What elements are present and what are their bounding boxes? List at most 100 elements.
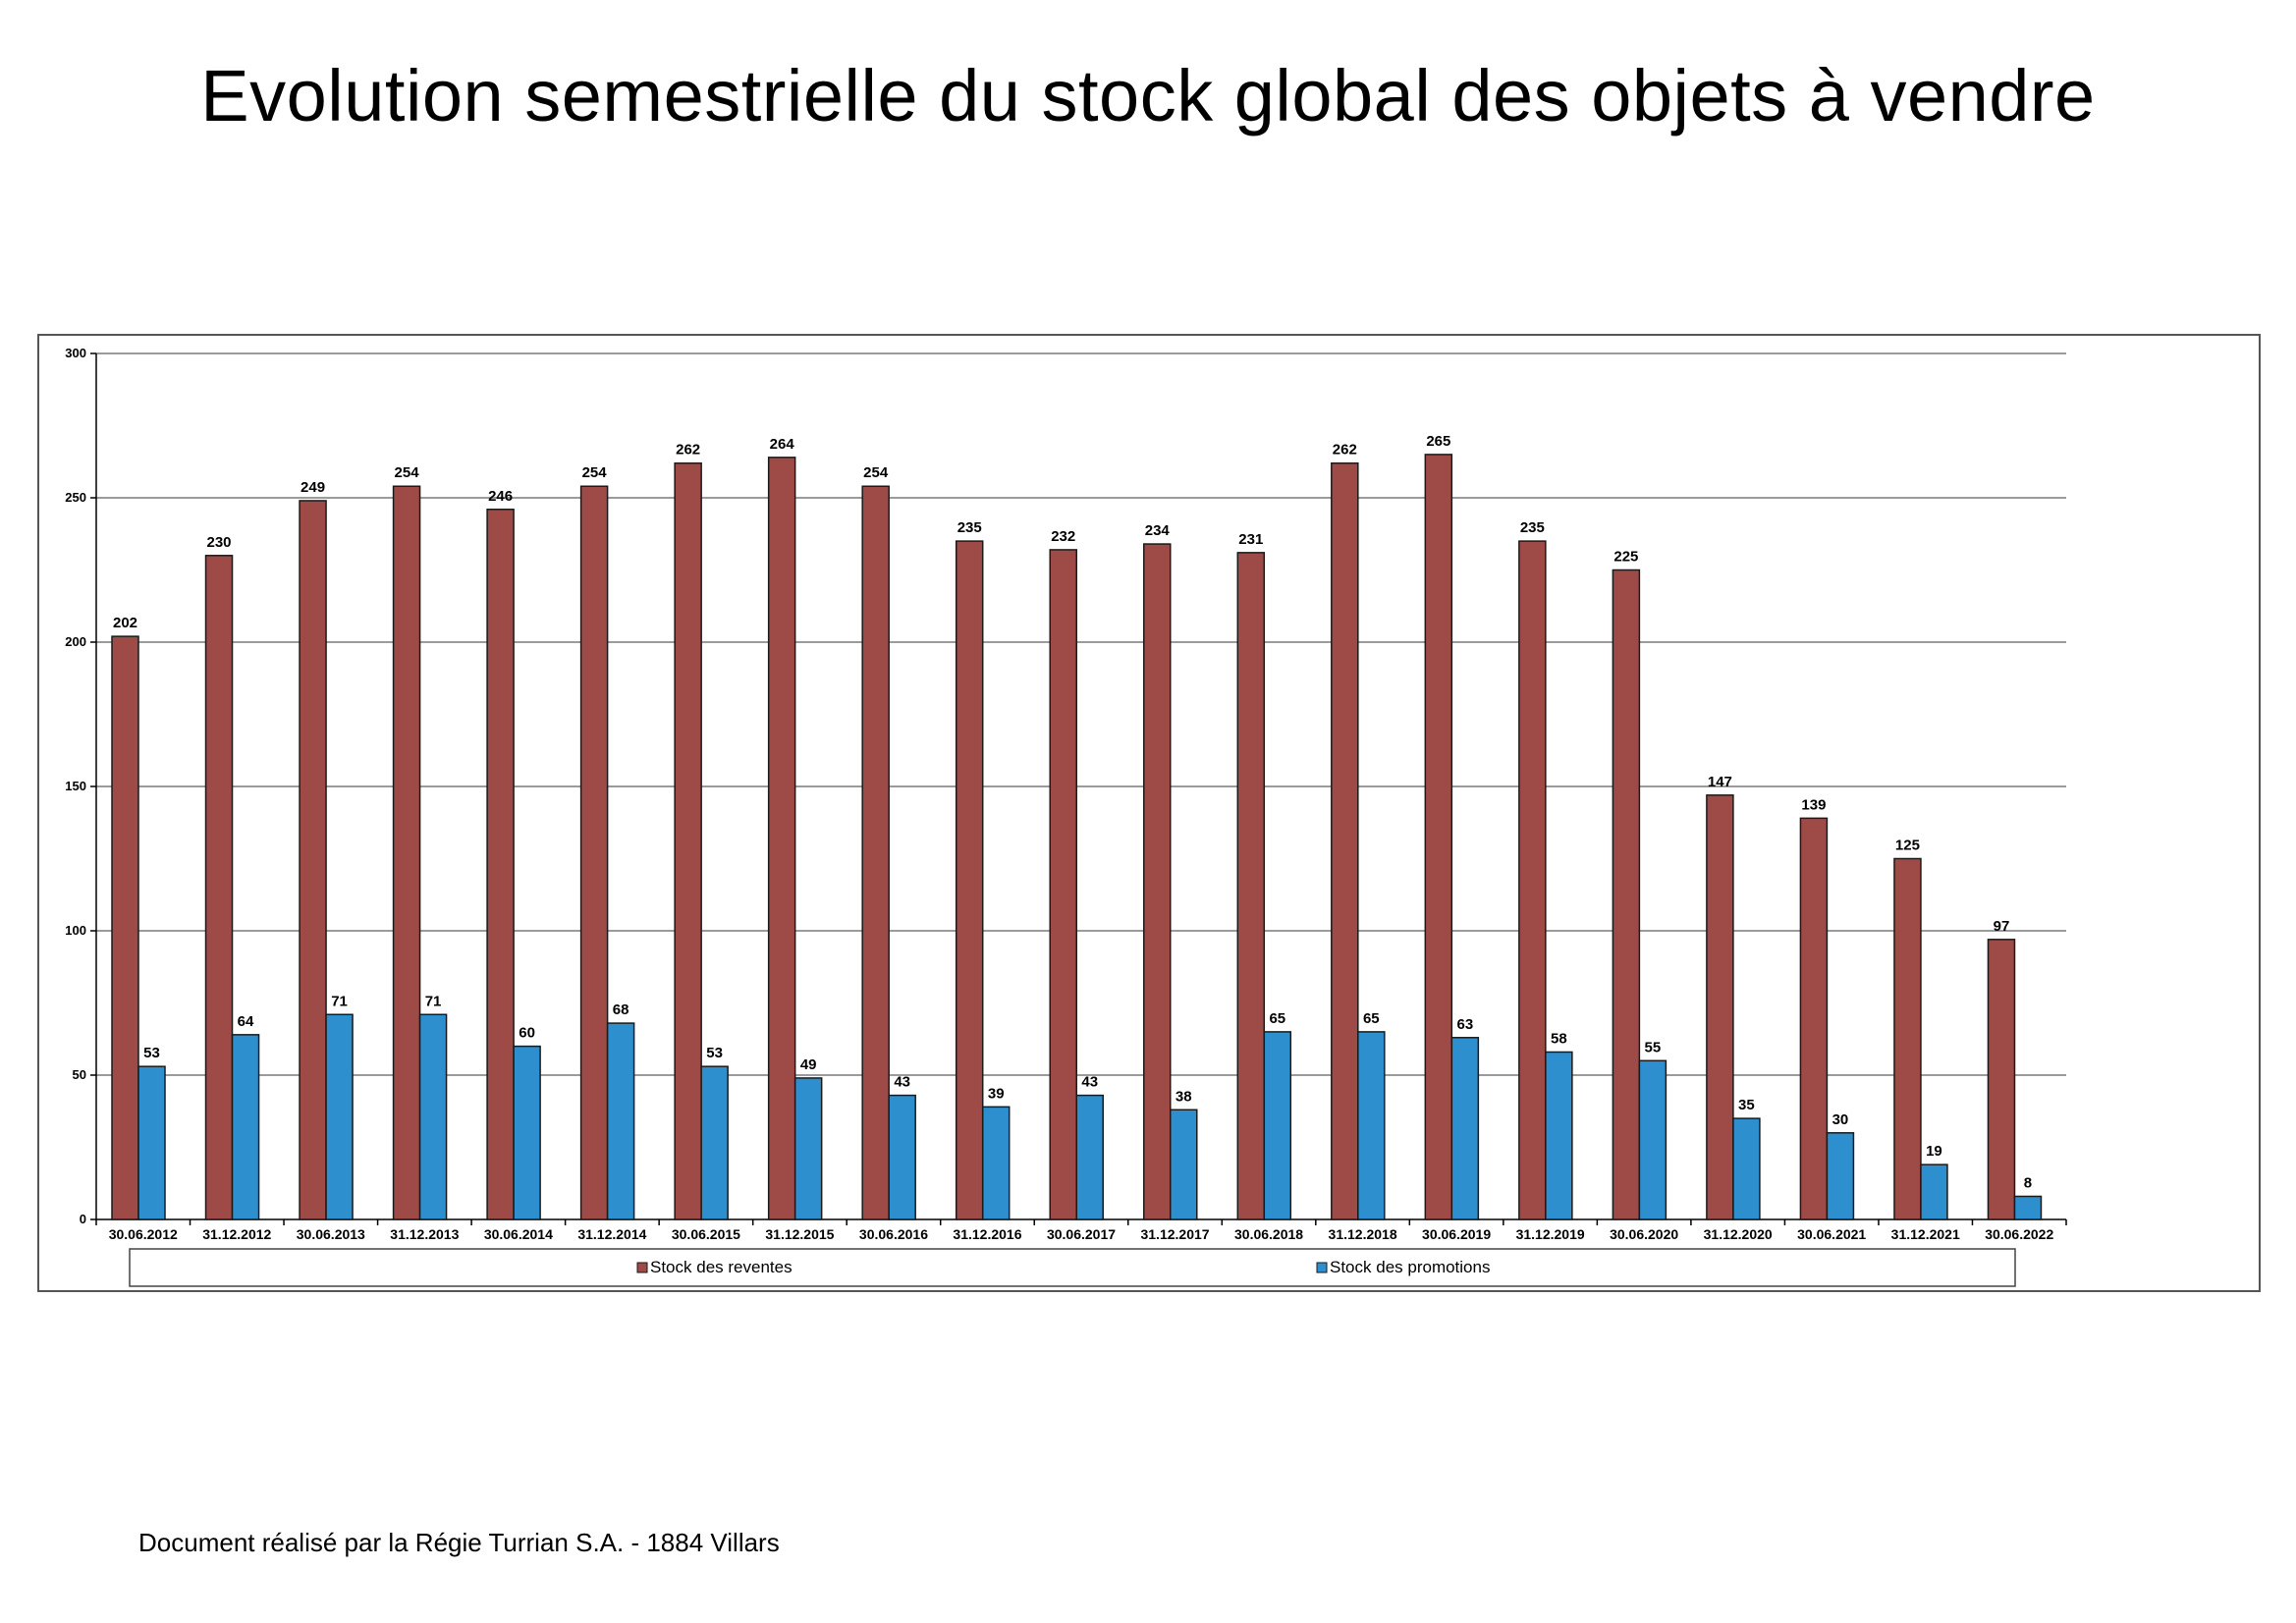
x-tick-label: 31.12.2017 [1140,1226,1209,1242]
x-tick-label: 31.12.2018 [1329,1226,1397,1242]
bar-promotions [1450,1037,1480,1220]
x-tick-label: 31.12.2021 [1891,1226,1960,1242]
data-label: 68 [613,1001,629,1018]
data-label: 64 [238,1013,254,1030]
data-label: 254 [863,464,889,481]
data-label: 65 [1363,1010,1380,1027]
data-label: 235 [1520,519,1545,536]
chart-frame: 0 50 100 150 200 250 300 30.06.2012 31.12.2012 30… [37,334,2261,1292]
data-label: 231 [1238,531,1263,548]
legend-swatch-promotions [1316,1262,1328,1273]
data-label: 234 [1145,522,1171,539]
data-label: 53 [143,1045,160,1061]
y-tick-label: 250 [65,490,86,505]
y-tick-label: 100 [65,923,86,938]
y-tick-label: 0 [80,1212,86,1226]
x-tick-label: 31.12.2012 [202,1226,271,1242]
data-label: 35 [1738,1097,1755,1113]
data-label: 232 [1051,528,1075,545]
data-label: 235 [957,519,982,536]
x-tick-label: 30.06.2017 [1047,1226,1116,1242]
x-tick-label: 30.06.2014 [484,1226,553,1242]
x-tick-label: 30.06.2020 [1610,1226,1678,1242]
bar-promotions [1075,1094,1104,1220]
legend-label: Stock des promotions [1330,1258,1490,1276]
bar-promotions [513,1045,541,1220]
data-label: 265 [1426,433,1450,450]
bar-reventes [204,555,234,1220]
bar-reventes [674,461,702,1220]
data-label: 39 [988,1085,1005,1102]
data-label: 147 [1708,774,1732,790]
bar-promotions [606,1022,635,1220]
bar-reventes [1612,568,1641,1220]
footer-note: Document réalisé par la Régie Turrian S.… [138,1528,780,1557]
bar-reventes [1331,461,1359,1220]
x-tick-label: 31.12.2019 [1516,1226,1585,1242]
data-label: 63 [1456,1016,1473,1033]
bar-reventes [299,500,327,1220]
data-label: 38 [1175,1088,1192,1105]
bar-reventes [767,457,796,1220]
bar-promotions [2013,1195,2043,1220]
data-label: 8 [2024,1174,2032,1191]
bar-promotions [325,1013,354,1220]
data-label: 246 [488,488,513,505]
bar-reventes [1893,857,1922,1220]
data-label: 225 [1613,549,1638,566]
bar-reventes [1987,939,2016,1220]
x-tick-label: 30.06.2012 [109,1226,178,1242]
bar-promotions [1638,1059,1667,1220]
x-tick-label: 31.12.2020 [1704,1226,1773,1242]
data-label: 65 [1269,1010,1285,1027]
data-label: 262 [1333,442,1357,459]
data-label: 58 [1551,1030,1567,1047]
bar-promotions [1357,1031,1386,1220]
bar-reventes [1236,552,1266,1220]
x-tick-label: 31.12.2014 [577,1226,646,1242]
data-label: 49 [800,1056,817,1073]
data-label: 264 [770,436,795,453]
legend-swatch-reventes [636,1262,648,1273]
x-tick-label: 31.12.2015 [765,1226,834,1242]
x-tick-label: 30.06.2022 [1985,1226,2053,1242]
data-label: 139 [1801,796,1826,813]
data-label: 55 [1645,1039,1662,1055]
bar-promotions [793,1077,823,1220]
bars [111,454,2043,1220]
bar-promotions [1170,1109,1198,1220]
bar-reventes [1049,549,1077,1220]
data-label: 71 [331,993,348,1009]
bar-reventes [1424,454,1453,1220]
x-tick-label: 30.06.2019 [1422,1226,1491,1242]
data-label: 43 [894,1074,910,1091]
bar-promotions [981,1106,1011,1220]
bar-chart: 0 50 100 150 200 250 300 30.06.2012 31.12.2012 30… [65,346,2067,1287]
x-tick-label: 30.06.2018 [1234,1226,1303,1242]
bar-reventes [1143,543,1172,1220]
gridlines [96,352,2066,1076]
bar-promotions [418,1013,448,1220]
data-label: 53 [706,1045,723,1061]
data-label: 254 [582,464,608,481]
bar-reventes [111,635,139,1220]
data-labels: 202 53 230 64 249 71 254 71 246 60 254 68 262 53 264 49… [113,433,2032,1192]
bar-reventes [1706,794,1734,1220]
data-label: 43 [1081,1074,1098,1091]
data-label: 202 [113,615,137,631]
x-tick-label: 30.06.2021 [1797,1226,1866,1242]
x-tick-label: 30.06.2015 [672,1226,740,1242]
data-label: 254 [395,464,420,481]
y-tick-label: 50 [73,1067,86,1082]
bar-promotions [1732,1117,1761,1220]
bar-promotions [700,1065,729,1220]
bar-reventes [486,509,515,1220]
bar-promotions [137,1065,166,1220]
x-tick-label: 30.06.2013 [297,1226,365,1242]
bar-promotions [1826,1132,1855,1220]
bar-promotions [1263,1031,1292,1220]
data-label: 19 [1926,1143,1942,1160]
data-label: 71 [425,993,442,1009]
bar-reventes [861,485,890,1220]
bar-reventes [579,485,609,1220]
